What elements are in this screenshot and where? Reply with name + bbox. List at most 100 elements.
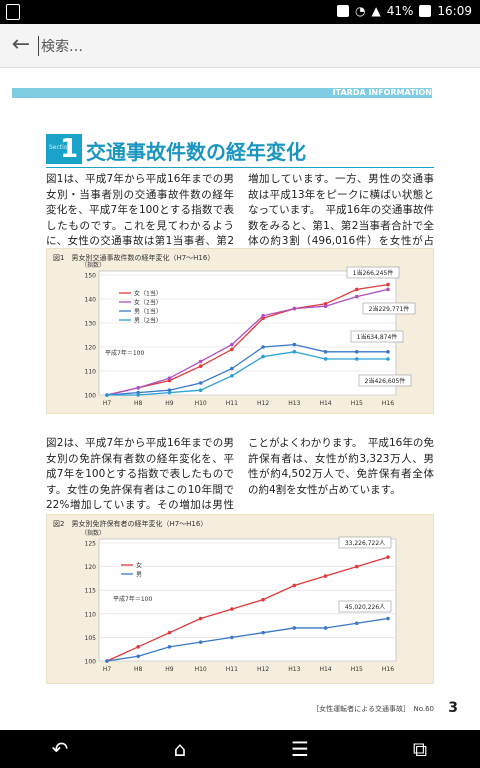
data-point	[167, 630, 172, 635]
x-tick-label: H10	[195, 400, 207, 407]
nav-recent-icon[interactable]: ⧉	[412, 737, 428, 761]
y-tick-label: 110	[85, 611, 97, 618]
x-tick-label: H15	[351, 666, 363, 673]
data-point	[354, 350, 359, 354]
x-tick-label: H8	[134, 666, 143, 673]
x-tick-label: H10	[195, 666, 207, 673]
callout-box	[362, 302, 416, 315]
y-tick-label: 115	[85, 588, 97, 595]
data-point	[198, 364, 203, 368]
nav-menu-icon[interactable]: ☰	[291, 737, 309, 761]
data-point	[198, 381, 203, 385]
x-tick-label: H13	[288, 400, 300, 407]
data-point	[386, 616, 390, 621]
document-page: ITARDA INFORMATION Section 1 交通事故件数の経年変化…	[0, 68, 480, 730]
series-line	[107, 351, 388, 396]
callout-label: 1当634,874件	[357, 333, 398, 341]
nav-back-icon[interactable]: ↶	[51, 737, 69, 761]
battery-icon	[419, 5, 432, 17]
data-point	[354, 564, 359, 569]
battery-level: 41%	[386, 4, 414, 18]
data-point	[354, 357, 359, 361]
callout-label: 2当426,605件	[365, 377, 406, 385]
data-point	[292, 350, 297, 354]
clock: 16:09	[437, 4, 472, 18]
legend-label: 男（2当）	[134, 317, 162, 325]
x-tick-label: H7	[103, 400, 112, 407]
callout-box	[338, 536, 392, 549]
footer-caption: ［女性運転者による交通事故］ No.60	[312, 705, 434, 713]
data-point	[230, 374, 234, 378]
data-point	[230, 347, 234, 352]
data-point	[230, 607, 234, 611]
legend-label: 男	[136, 572, 142, 579]
notification-icon	[6, 4, 20, 20]
data-point	[230, 635, 234, 640]
data-point	[261, 345, 265, 349]
legend-label: 女（2当）	[134, 299, 162, 307]
y-tick-label: 100	[85, 393, 97, 400]
y-tick-label: 120	[85, 345, 97, 352]
callout-label: 2当229,771件	[369, 305, 410, 313]
x-tick-label: H14	[319, 666, 331, 673]
figure-1-title: 図1 男女別交通事故件数の経年変化（H7〜H16）	[53, 254, 215, 262]
data-point	[261, 597, 265, 602]
data-point	[198, 616, 203, 621]
x-tick-label: H11	[226, 666, 238, 673]
section-badge-word: Section	[49, 144, 72, 151]
x-tick-label: H12	[257, 400, 269, 407]
data-point	[105, 393, 109, 397]
figure-1: 図1 男女別交通事故件数の経年変化（H7〜H16） （指数） 100 110 120 1…	[46, 248, 434, 414]
data-point	[261, 354, 265, 359]
x-tick-label: H13	[288, 666, 300, 673]
wifi-icon: ◔	[355, 4, 366, 18]
back-arrow-icon[interactable]: ←	[11, 32, 31, 57]
data-point	[323, 304, 328, 308]
data-point	[167, 390, 172, 395]
callout-box	[358, 374, 412, 387]
section-title: 交通事故件数の経年変化	[86, 140, 306, 164]
signal-icon: ▲	[371, 4, 381, 18]
x-tick-label: H9	[165, 666, 174, 673]
data-point	[354, 294, 359, 299]
data-point	[292, 306, 297, 311]
data-point	[261, 314, 265, 318]
chart-annotation: 平成7年＝100	[105, 349, 144, 357]
data-point	[230, 366, 234, 371]
x-tick-label: H16	[382, 666, 394, 673]
data-point	[323, 574, 328, 578]
y-tick-label: 105	[85, 635, 97, 642]
data-point	[105, 659, 109, 663]
data-point	[386, 555, 390, 559]
title-divider	[46, 167, 434, 168]
series-line	[106, 617, 389, 662]
y-tick-label: 100	[85, 659, 97, 666]
y-axis-label: （指数）	[81, 261, 105, 269]
data-point	[386, 357, 390, 361]
alarm-icon	[337, 5, 350, 17]
navigation-bar: ↶ ⌂ ☰ ⧉	[0, 730, 480, 768]
data-point	[354, 287, 359, 292]
data-point	[261, 630, 265, 635]
status-bar: ◔ ▲ 41% 16:09	[0, 0, 480, 24]
series-line	[106, 283, 389, 396]
data-point	[136, 393, 141, 397]
callout-box	[346, 266, 400, 279]
x-tick-label: H14	[319, 400, 331, 407]
y-tick-label: 140	[85, 297, 97, 304]
series-line	[106, 288, 389, 396]
x-tick-label: H15	[351, 400, 363, 407]
x-tick-label: H9	[165, 400, 174, 407]
y-tick-label: 150	[85, 273, 97, 280]
header-band	[12, 88, 432, 98]
chart-annotation: 平成7年＝100	[113, 595, 152, 603]
figure-1-chart: （指数） 100 110 120 130 140 150 H7 H8 H9 H10 H11 H12 H13…	[81, 261, 416, 407]
nav-home-icon[interactable]: ⌂	[173, 737, 187, 761]
series-line	[106, 343, 388, 396]
data-point	[323, 626, 328, 630]
paragraph-2-right: ことがよくわかります。 平成16年の免許保有者は、女性が約3,323万人、男性が…	[248, 437, 434, 496]
section-number: 1	[60, 134, 79, 164]
search-input[interactable]: 検索…	[38, 36, 83, 56]
header-label: ITARDA INFORMATION	[332, 88, 432, 97]
plot-area	[98, 538, 397, 662]
